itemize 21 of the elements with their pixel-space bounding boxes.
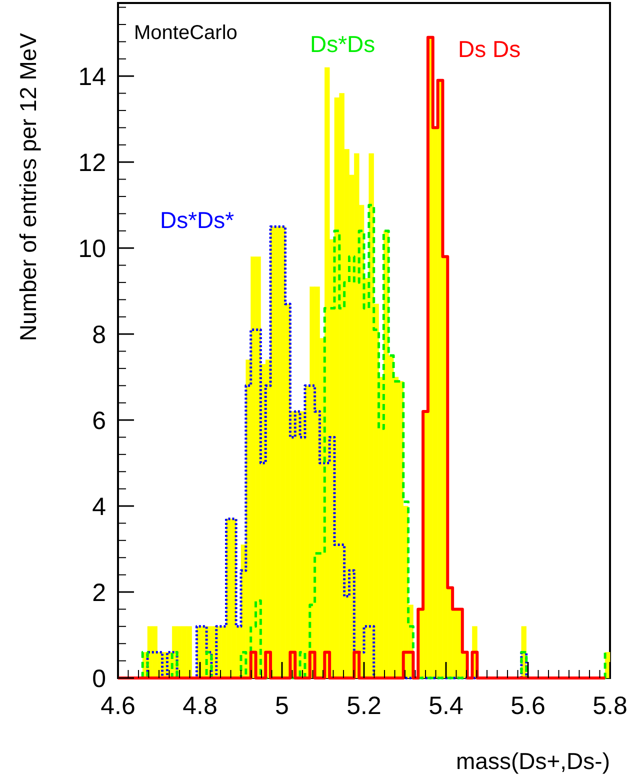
y-tick-label: 12 <box>78 148 106 177</box>
series-label: Ds Ds <box>458 36 521 62</box>
y-tick-label: 10 <box>78 234 106 263</box>
x-tick-label: 5.2 <box>346 692 382 720</box>
x-tick-label: 5 <box>275 692 289 720</box>
annotation: MonteCarlo <box>134 22 238 44</box>
x-axis-title: mass(Ds+,Ds-) <box>456 748 610 774</box>
x-tick-label: 4.6 <box>100 692 136 720</box>
series-label: Ds*Ds* <box>160 207 234 233</box>
x-tick-label: 4.8 <box>182 692 218 720</box>
y-tick-label: 8 <box>92 320 106 349</box>
x-tick-label: 5.8 <box>592 692 628 720</box>
y-tick-label: 6 <box>92 406 106 435</box>
x-tick-label: 5.4 <box>428 692 464 720</box>
y-tick-label: 2 <box>92 578 106 607</box>
y-axis-title: Number of entries per 12 MeV <box>15 32 41 342</box>
x-tick-label: 5.6 <box>510 692 546 720</box>
y-tick-label: 4 <box>92 492 106 521</box>
y-tick-label: 0 <box>92 664 106 693</box>
y-tick-label: 14 <box>78 62 106 91</box>
text: Ds*Ds <box>310 31 376 57</box>
